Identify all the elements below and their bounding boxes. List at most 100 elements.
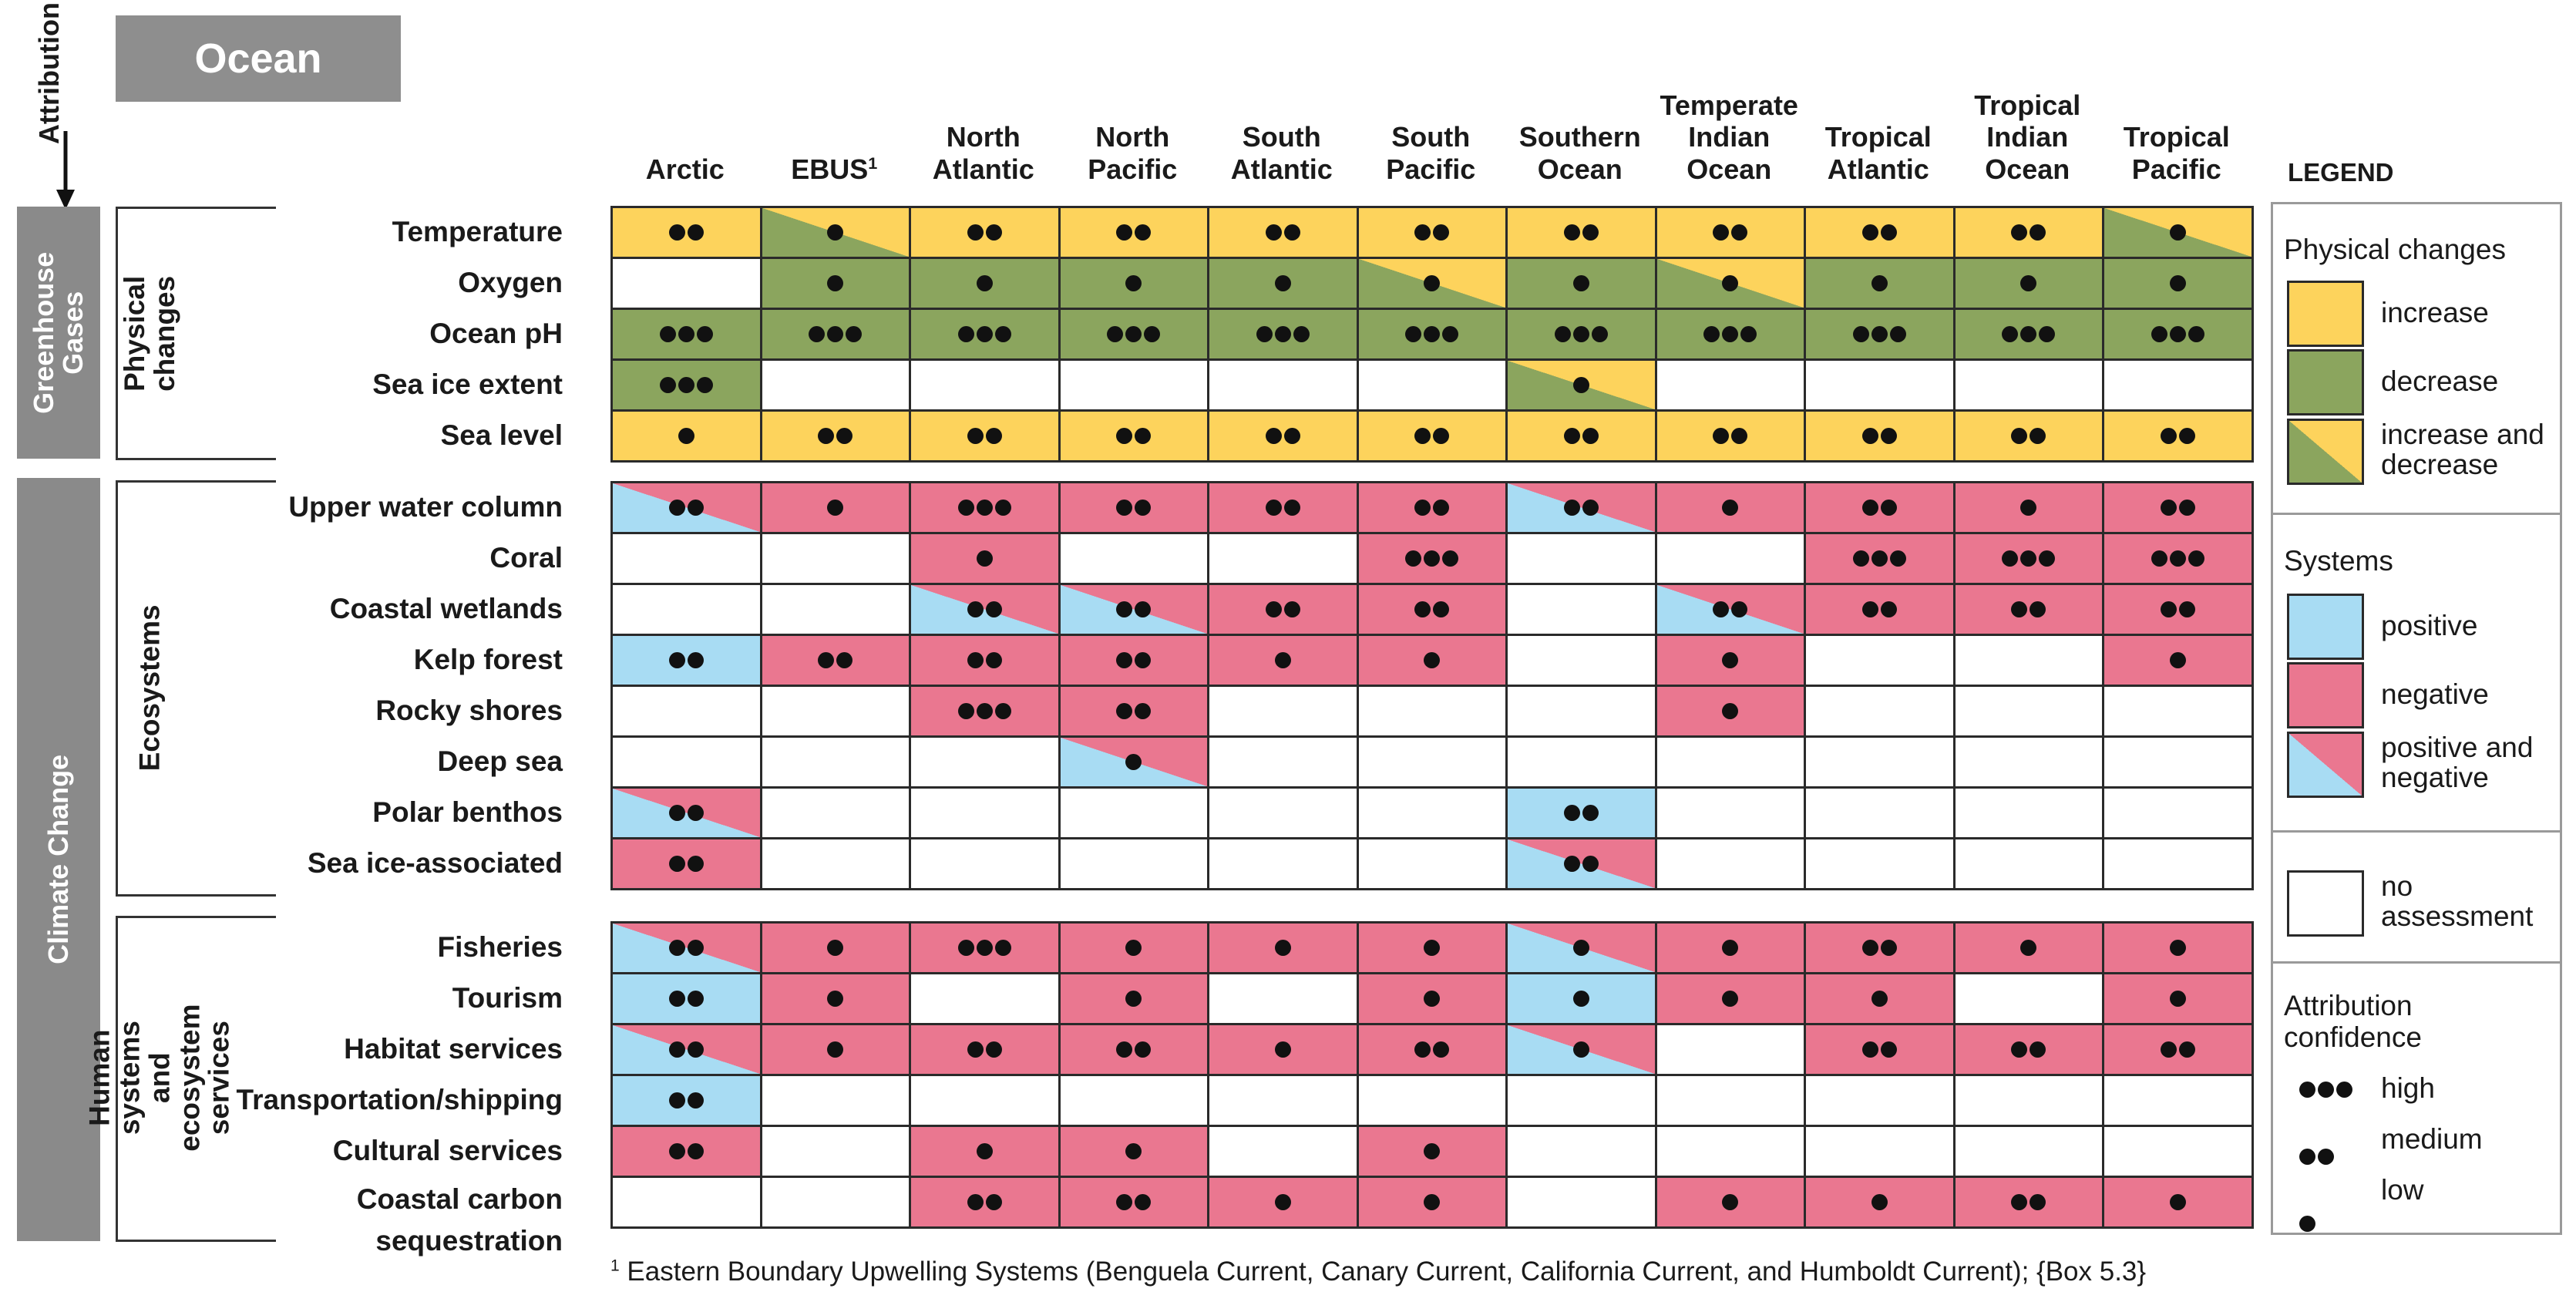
confidence-dot-icon [668,652,685,668]
confidence-dots [1107,326,1161,342]
confidence-dot-icon [1563,428,1580,444]
matrix-cell [909,1023,1061,1076]
matrix-cell [1654,358,1806,412]
matrix-cell [2102,634,2254,687]
confidence-dots [1572,275,1589,291]
matrix-cell [1654,308,1806,361]
confidence-dot-icon [668,1092,685,1109]
matrix-cell [1058,1023,1209,1076]
confidence-dot-icon [2178,428,2195,444]
category-human-systems: Human systems and ecosystem services [83,1004,235,1152]
matrix-cell [759,735,911,789]
matrix-cell [1804,735,1956,789]
matrix-cell [2102,358,2254,412]
confidence-dot-icon [1722,652,1739,668]
matrix-cell [2102,1074,2254,1127]
matrix-cell [909,532,1061,585]
matrix-cell [1654,921,1806,974]
confidence-dot-icon [2299,1149,2315,1165]
region-header-temperate-indian-ocean: Temperate Indian Ocean [1660,89,1798,185]
confidence-dots [1572,991,1589,1007]
confidence-dot-icon [1572,1041,1589,1058]
matrix-cell [1058,786,1209,839]
matrix-cell [1654,1074,1806,1127]
confidence-dots [1274,652,1291,668]
confidence-dots [957,500,1011,516]
confidence-dots [2169,224,2186,241]
confidence-dot-icon [827,500,844,516]
confidence-dots [1713,601,1748,617]
matrix-cell [1207,735,1359,789]
matrix-cell [909,634,1061,687]
confidence-dots [1265,224,1300,241]
confidence-dot-icon [1861,601,1878,617]
confidence-dots [1861,1041,1897,1058]
confidence-dots [1265,500,1300,516]
confidence-dot-icon [2160,601,2177,617]
confidence-dot-icon [1563,856,1580,872]
confidence-dot-icon [668,856,685,872]
matrix-cell [610,481,762,534]
confidence-dots [1414,601,1450,617]
confidence-dots [1265,601,1300,617]
matrix-cell [909,583,1061,636]
matrix-cell [1356,1074,1508,1127]
matrix-cell [1058,735,1209,789]
matrix-cell [1654,972,1806,1025]
confidence-dot-icon [1424,275,1441,291]
confidence-dot-icon [1116,652,1133,668]
row-label: Cultural services [332,1135,563,1166]
confidence-dot-icon [994,500,1011,516]
matrix-cell [909,1074,1061,1127]
confidence-dots [668,991,704,1007]
matrix-cell [1058,837,1209,890]
region-header-tropical-atlantic: Tropical Atlantic [1824,121,1932,185]
confidence-dot-icon [1713,601,1730,617]
matrix-cell [1058,1125,1209,1178]
confidence-dot-icon [1424,1194,1441,1210]
confidence-dots [1414,224,1450,241]
matrix-cell [1804,257,1956,310]
matrix-cell [1952,1074,2104,1127]
confidence-dot-icon [678,428,694,444]
confidence-dot-icon [1713,428,1730,444]
matrix-cell [1356,786,1508,839]
matrix-cell [1505,1074,1657,1127]
confidence-dot-icon [2178,1041,2195,1058]
confidence-dot-icon [1293,326,1310,342]
confidence-dots [668,805,704,821]
confidence-dot-icon [1563,224,1580,241]
confidence-dot-icon [2169,1194,2186,1210]
confidence-dot-icon [1135,601,1152,617]
confidence-dots [2169,991,2186,1007]
confidence-dots [668,1092,704,1109]
legend-confidence-title: Attribution confidence [2284,990,2422,1053]
confidence-dot-icon [818,428,835,444]
confidence-dots [1424,991,1441,1007]
confidence-dot-icon [836,428,853,444]
confidence-dot-icon [1572,991,1589,1007]
confidence-dot-icon [2151,326,2167,342]
matrix-cell [1356,1125,1508,1178]
legend-swatch-increase [2287,281,2364,347]
confidence-dot-icon [1135,500,1152,516]
confidence-dots [1572,377,1589,393]
legend-label-decrease: decrease [2381,365,2499,397]
confidence-dot-icon [2039,550,2056,567]
confidence-dots [1563,805,1599,821]
matrix-cell [2102,206,2254,259]
confidence-dot-icon [1424,550,1441,567]
matrix-cell [1654,786,1806,839]
confidence-dot-icon [668,940,685,956]
confidence-dot-icon [687,856,704,872]
matrix-cell [759,308,911,361]
matrix-cell [1207,583,1359,636]
confidence-dot-icon [836,652,853,668]
matrix-cell [759,1074,911,1127]
confidence-dot-icon [1852,550,1869,567]
matrix-cell [1654,837,1806,890]
matrix-cell [1207,358,1359,412]
row-label: Kelp forest [413,644,563,675]
matrix-cell [1804,921,1956,974]
confidence-dot-icon [827,326,844,342]
